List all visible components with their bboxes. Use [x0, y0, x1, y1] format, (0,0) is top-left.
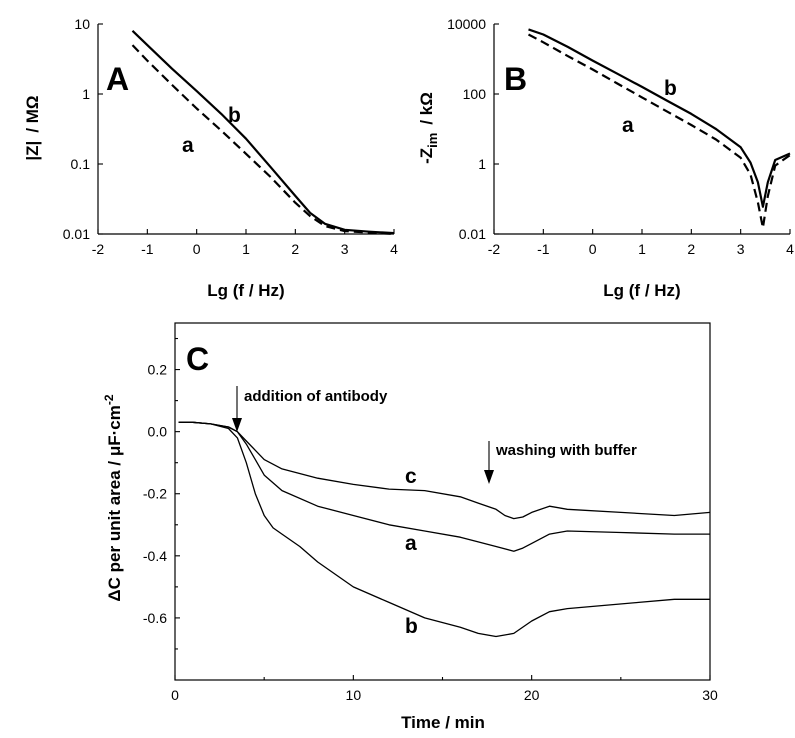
- panel-b-y-axis-unit: / kΩ: [417, 92, 436, 125]
- annotation-addition-of-antibody: addition of antibody: [244, 388, 388, 405]
- panel-a-x-tick-label: 3: [341, 241, 349, 257]
- panel-a-ticks: -2 -1 0 1 2 3 4 0.01 0.1 1 10: [63, 16, 398, 257]
- panel-b-x-tick-label: -1: [537, 241, 550, 257]
- svg-text:|Z|/ MΩ: |Z| / MΩ: [23, 95, 42, 160]
- panel-b-x-tick-label: 1: [638, 241, 646, 257]
- washing-arrow-head: [484, 470, 494, 484]
- panel-a-y-axis-label: |Z|: [23, 141, 42, 161]
- panel-b-y-tick-label: 0.01: [459, 226, 486, 242]
- panel-c-curve-label-a: a: [405, 532, 417, 555]
- panel-a-curve-label-b: b: [228, 104, 241, 127]
- svg-text:-Zim/ kΩ: -Zim / kΩ: [417, 92, 440, 164]
- panel-b-letter: B: [504, 61, 527, 97]
- panel-a-x-tick-label: -2: [92, 241, 105, 257]
- panel-c-x-tick-label: 0: [171, 687, 179, 703]
- panel-c-frame: [174, 322, 711, 681]
- annotation-washing-with-buffer: washing with buffer: [495, 442, 637, 459]
- panel-c-curves: [178, 421, 711, 638]
- panel-c-ticks: 0 10 20 30 0.2 0.0 -0.2 -0.4 -0.6: [143, 337, 718, 703]
- panel-b-x-tick-label: 2: [687, 241, 695, 257]
- panel-a-x-axis-label: Lg (f / Hz): [207, 281, 284, 300]
- panel-b-y-axis-subscript: im: [425, 133, 440, 148]
- panel-c-x-tick-label: 30: [702, 687, 718, 703]
- panel-c-y-axis-superscript: -2: [102, 394, 116, 405]
- panel-b-curve-label-a: a: [622, 114, 634, 137]
- panel-c-letter: C: [186, 341, 209, 377]
- svg-text:ΔC per unit area / μF·cm-2: ΔC per unit area / μF·cm-2: [102, 394, 124, 601]
- panel-a-y-tick-label: 10: [74, 16, 90, 32]
- panel-a-y-tick-label: 0.1: [71, 156, 91, 172]
- panel-a-y-axis-title: |Z| / MΩ: [23, 95, 42, 160]
- panel-a-series-b: [131, 30, 395, 235]
- panel-a-x-tick-label: -1: [141, 241, 154, 257]
- panel-c-y-axis-label: ΔC per unit area / μF·cm: [105, 405, 124, 601]
- panel-b-x-axis-label: Lg (f / Hz): [603, 281, 680, 300]
- panel-a-x-tick-label: 1: [242, 241, 250, 257]
- panel-c-curve-label-c: c: [405, 465, 417, 488]
- panel-b-series-b: [528, 28, 791, 208]
- panel-c-series-a: [178, 421, 710, 552]
- panel-b-x-tick-label: 3: [737, 241, 745, 257]
- panel-b-x-tick-label: 0: [589, 241, 597, 257]
- panel-a-curves: [131, 30, 395, 236]
- panel-b-y-axis-label: -Z: [417, 148, 436, 164]
- panel-b-x-tick-label: 4: [786, 241, 794, 257]
- panel-c-series-b: [178, 421, 710, 638]
- panel-b-y-tick-label: 10000: [447, 16, 486, 32]
- panel-c: 0 10 20 30 0.2 0.0 -0.2 -0.4 -0.6 C addition of …: [102, 322, 718, 732]
- panel-a-curve-label-a: a: [182, 134, 194, 157]
- panel-b: -2 -1 0 1 2 3 4 0.01 1 100 10000 B a b Lg (f / Hz)…: [417, 16, 794, 300]
- panel-b-series-a: [527, 33, 791, 229]
- panel-a-x-tick-label: 2: [291, 241, 299, 257]
- panel-c-x-tick-label: 20: [524, 687, 540, 703]
- panel-c-y-tick-label: 0.2: [148, 362, 168, 378]
- panel-a-y-tick-label: 0.01: [63, 226, 90, 242]
- panel-a-x-tick-label: 0: [193, 241, 201, 257]
- panel-c-y-axis-title: ΔC per unit area / μF·cm-2: [102, 394, 124, 601]
- panel-a-letter: A: [106, 61, 129, 97]
- panel-c-x-axis-label: Time / min: [401, 713, 485, 732]
- panel-c-y-tick-label: 0.0: [148, 424, 168, 440]
- addition-arrow-head: [232, 418, 242, 432]
- panel-c-curve-label-b: b: [405, 615, 418, 638]
- panel-b-ticks: -2 -1 0 1 2 3 4 0.01 1 100 10000: [447, 16, 794, 257]
- panel-c-y-tick-label: -0.4: [143, 548, 167, 564]
- panel-b-y-axis-title: -Zim / kΩ: [417, 92, 440, 164]
- panel-c-series-c: [178, 421, 711, 520]
- panel-a-y-tick-label: 1: [82, 86, 90, 102]
- panel-c-x-tick-label: 10: [346, 687, 362, 703]
- panel-b-curves: [527, 28, 791, 229]
- panel-a-x-tick-label: 4: [390, 241, 398, 257]
- panel-a-y-axis-unit: / MΩ: [23, 95, 42, 132]
- panel-c-y-tick-label: -0.2: [143, 486, 167, 502]
- panel-b-curve-label-b: b: [664, 77, 677, 100]
- panel-b-y-tick-label: 100: [463, 86, 487, 102]
- panel-b-y-tick-label: 1: [478, 156, 486, 172]
- panel-c-y-tick-label: -0.6: [143, 610, 167, 626]
- panel-b-x-tick-label: -2: [488, 241, 501, 257]
- panel-a-series-a: [131, 44, 395, 236]
- panel-a: -2 -1 0 1 2 3 4 0.01 0.1 1 10 A a b Lg (f / Hz) |Z…: [23, 16, 398, 300]
